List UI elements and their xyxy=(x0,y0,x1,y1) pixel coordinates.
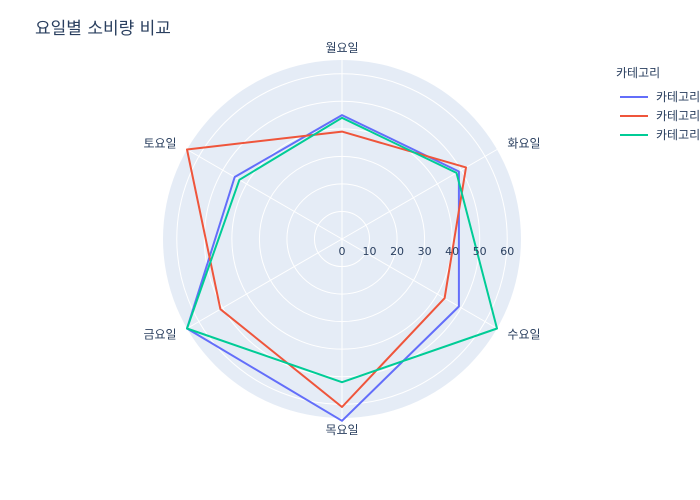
legend-label: 카테고리A xyxy=(656,90,700,104)
radial-tick-label: 40 xyxy=(445,245,459,258)
angular-axis-label: 월요일 xyxy=(325,41,358,55)
legend-label: 카테고리C xyxy=(656,128,700,142)
angular-axis-label: 목요일 xyxy=(325,423,358,437)
legend-item[interactable]: 카테고리C xyxy=(616,125,700,144)
radial-tick-label: 20 xyxy=(390,245,404,258)
legend-swatch xyxy=(620,133,648,136)
radial-tick-label: 30 xyxy=(418,245,432,258)
legend-items: 카테고리A 카테고리B 카테고리C xyxy=(616,87,700,144)
radial-tick-label: 0 xyxy=(339,245,346,258)
legend-item[interactable]: 카테고리B xyxy=(616,106,700,125)
angular-axis-label: 토요일 xyxy=(143,137,176,151)
axis-spoke xyxy=(186,238,343,329)
radial-tick-label: 60 xyxy=(500,245,514,258)
radar-grid xyxy=(163,60,521,418)
axis-spoke xyxy=(341,149,498,240)
legend-swatch xyxy=(620,114,648,117)
series-line[interactable] xyxy=(186,116,498,384)
angular-axis-label: 화요일 xyxy=(507,137,540,151)
axis-spoke xyxy=(341,238,498,329)
radar-series-layer xyxy=(186,114,498,422)
series-line[interactable] xyxy=(186,130,467,408)
legend: 카테고리 카테고리A 카테고리B 카테고리C xyxy=(616,64,700,144)
legend-swatch xyxy=(620,95,648,98)
angular-axis-label: 금요일 xyxy=(143,328,176,342)
chart-title: 요일별 소비량 비교 xyxy=(35,19,171,39)
radial-tick-label: 10 xyxy=(363,245,377,258)
angular-axis-label: 수요일 xyxy=(507,328,540,342)
axis-spoke xyxy=(186,149,343,240)
legend-label: 카테고리B xyxy=(656,109,700,123)
legend-item[interactable]: 카테고리A xyxy=(616,87,700,106)
series-line[interactable] xyxy=(186,114,460,422)
radial-tick-label: 50 xyxy=(473,245,487,258)
legend-title: 카테고리 xyxy=(616,66,661,80)
